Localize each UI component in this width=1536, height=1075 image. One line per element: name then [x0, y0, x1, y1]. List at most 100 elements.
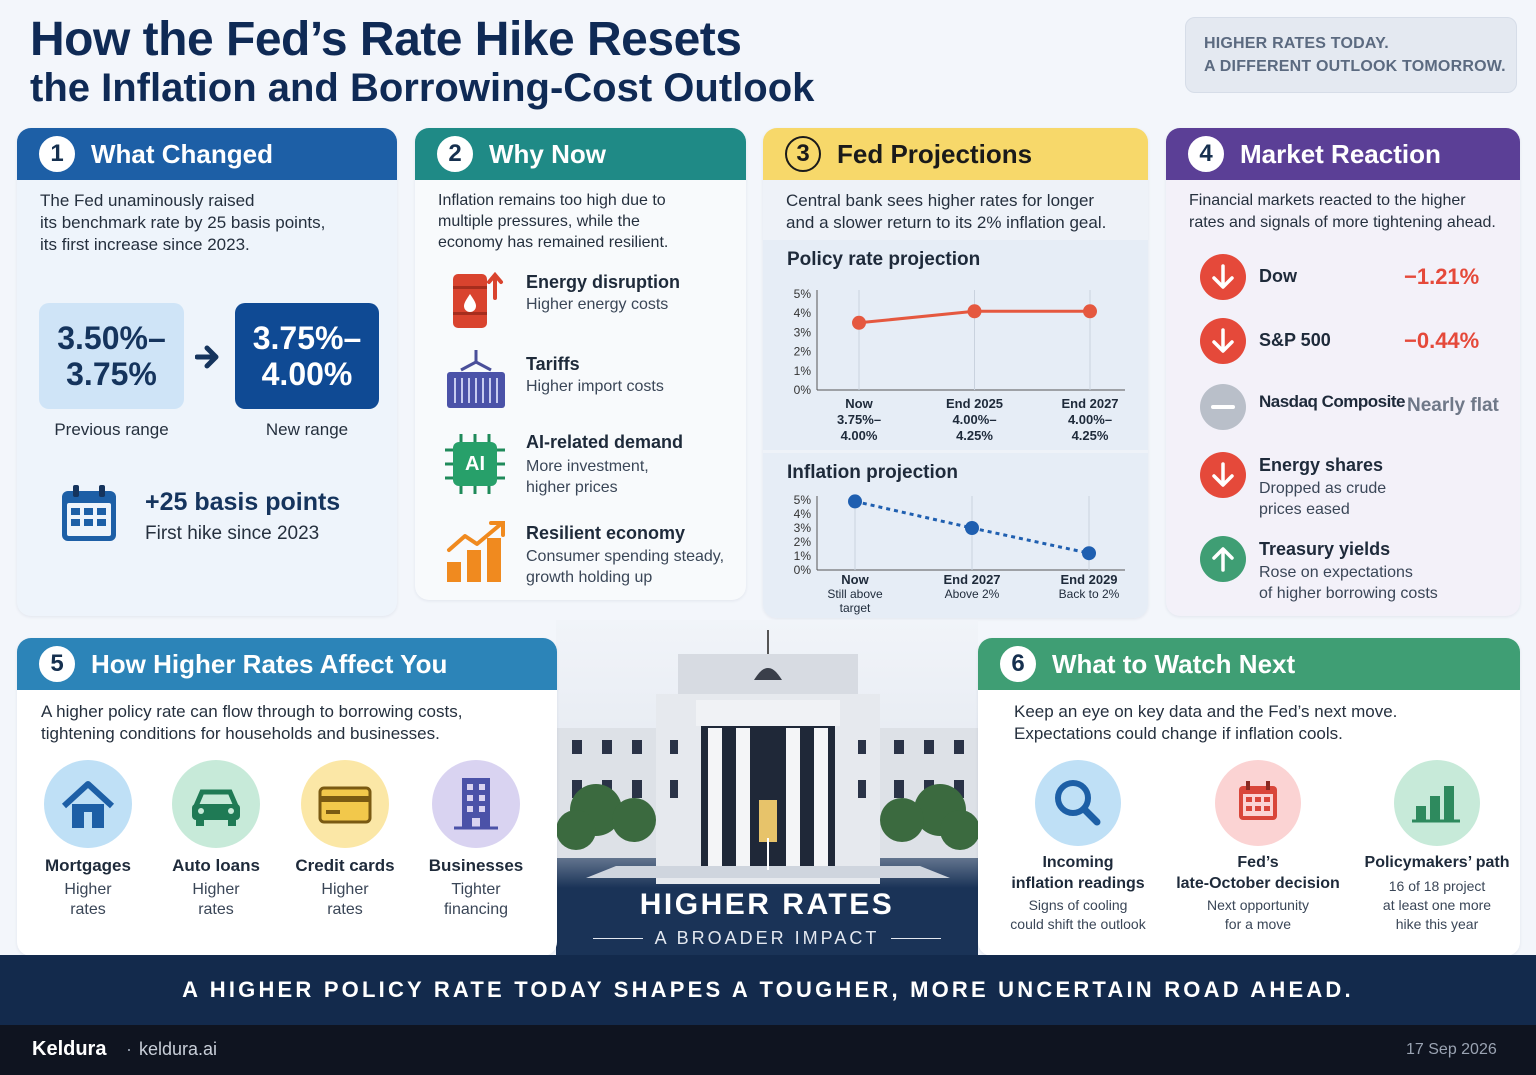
y-tick-label: 5% [794, 287, 812, 301]
intro-line: multiple pressures, while the [438, 213, 640, 230]
x-tick-label: Now [841, 572, 869, 587]
desc-line: rates [327, 901, 363, 918]
driver-title: Resilient economy [526, 523, 686, 543]
policy-chart-panel [763, 240, 1148, 450]
title-line: Incoming [1042, 854, 1114, 871]
panel-number: 5 [39, 646, 75, 682]
desc-line: 16 of 18 project [1388, 878, 1486, 894]
page-subtitle: the Inflation and Borrowing-Cost Outlook [30, 66, 815, 110]
data-point [848, 494, 862, 509]
desc-line: Dropped as crude [1259, 480, 1387, 497]
desc-line: prices eased [1259, 501, 1350, 518]
site-link[interactable]: keldura.ai [139, 1039, 218, 1059]
federal-reserve-building-icon [556, 630, 978, 884]
market-desc: Dropped as crude prices eased [1259, 478, 1386, 520]
panel-title: Market Reaction [1240, 138, 1441, 169]
x-tick-sublabel: Still above [827, 587, 883, 601]
intro-line: Inflation remains too high due to [438, 192, 666, 209]
x-tick-label: End 2027 [1061, 396, 1118, 411]
desc-line: could shift the outlook [1010, 916, 1146, 932]
panel-number: 6 [1000, 646, 1036, 682]
house-icon [44, 760, 132, 848]
panel-title: What Changed [91, 138, 273, 169]
desc-line: financing [443, 901, 509, 918]
panel-header: 5 How Higher Rates Affect You [17, 638, 557, 690]
panel-number: 2 [437, 136, 473, 172]
previous-range-box: 3.50%– 3.75% [39, 303, 184, 409]
panel-intro: A higher policy rate can flow through to… [41, 701, 462, 745]
market-value: −1.21% [1404, 264, 1480, 289]
market-value: −0.44% [1404, 328, 1480, 353]
desc-line: Higher [321, 881, 369, 898]
panel-intro: Central bank sees higher rates for longe… [786, 190, 1106, 234]
new-range-label: New range [265, 420, 349, 439]
y-tick-label: 5% [794, 493, 812, 507]
panel-what-changed: 1 What Changed The Fed unaminously raise… [17, 128, 397, 616]
y-tick-label: 3% [794, 325, 812, 339]
inflation-chart-title: Inflation projection [787, 462, 958, 483]
panel-fed-projections: 3 Fed Projections Central bank sees high… [763, 128, 1148, 618]
impact-title: Businesses [428, 856, 524, 875]
office-building-icon [432, 760, 520, 848]
driver-title: AI-related demand [526, 432, 684, 452]
y-tick-label: 0% [794, 563, 812, 577]
panel-title: Fed Projections [837, 138, 1033, 169]
x-tick-label: End 2027 [943, 572, 1000, 587]
y-tick-label: 1% [794, 364, 812, 378]
tagline-box: HIGHER RATES TODAY. A DIFFERENT OUTLOOK … [1185, 17, 1517, 93]
title-line: Policymakers’ path [1364, 854, 1510, 871]
impact-desc: Tighter financing [416, 880, 536, 920]
panel-intro: Keep an eye on key data and the Fed’s ne… [1014, 701, 1397, 745]
desc-line: Signs of cooling [1028, 897, 1128, 913]
data-point [965, 521, 979, 535]
desc-line: hike this year [1395, 916, 1479, 932]
desc-line: rates [70, 901, 106, 918]
impact-desc: Higher rates [28, 880, 148, 920]
intro-line: Keep an eye on key data and the Fed’s ne… [1014, 702, 1398, 721]
desc-line: Next opportunity [1207, 897, 1309, 913]
bottom-bar: Keldura · keldura.ai 17 Sep 2026 [0, 1025, 1536, 1075]
x-tick-sublabel: 4.00%– [1068, 412, 1112, 427]
y-tick-label: 4% [794, 306, 812, 320]
desc-line: More investment, [526, 458, 649, 475]
intro-line: A higher policy rate can flow through to… [41, 702, 463, 721]
intro-line: and a slower return to its 2% inflation … [786, 213, 1107, 232]
separator: · [126, 1039, 132, 1059]
inflation-chart-panel [763, 453, 1148, 618]
intro-line: its first increase since 2023. [40, 235, 250, 254]
x-tick-sublabel: 4.00%– [952, 412, 996, 427]
panel-number: 1 [39, 136, 75, 172]
intro-line: Financial markets reacted to the higher [1189, 192, 1466, 209]
arrow-right-icon [195, 345, 219, 369]
y-tick-label: 3% [794, 521, 812, 535]
range-value: 3.50%– [57, 320, 166, 356]
x-tick-sublabel: 4.25% [1072, 428, 1109, 443]
ai-chip-icon: AI [445, 434, 505, 494]
watch-desc: Next opportunity for a move [1168, 896, 1348, 934]
panel-title: Why Now [489, 138, 606, 169]
page-title: How the Fed’s Rate Hike Resets [30, 13, 742, 66]
intro-line: rates and signals of more tightening ahe… [1189, 214, 1496, 231]
data-point [967, 304, 982, 319]
panel-header: 6 What to Watch Next [978, 638, 1520, 690]
brand-name: Keldura [32, 1038, 107, 1060]
panel-market-reaction: 4 Market Reaction Financial markets reac… [1166, 128, 1520, 616]
market-value: Nearly flat [1407, 395, 1499, 416]
driver-desc: More investment, higher prices [526, 456, 649, 498]
intro-line: tightening conditions for households and… [41, 724, 440, 743]
market-name: S&P 500 [1259, 330, 1331, 350]
driver-desc: Higher energy costs [526, 296, 669, 313]
footer-banner: A HIGHER POLICY RATE TODAY SHAPES A TOUG… [0, 955, 1536, 1025]
panel-title: What to Watch Next [1052, 648, 1296, 679]
market-name: Dow [1259, 266, 1297, 286]
watch-title: Fed’s late-October decision [1168, 852, 1348, 894]
calendar-icon [62, 485, 116, 541]
y-tick-label: 2% [794, 345, 812, 359]
desc-line: growth holding up [526, 569, 653, 586]
desc-line: of higher borrowing costs [1259, 585, 1438, 602]
desc-line: at least one more [1382, 897, 1492, 913]
market-desc: Rose on expectations of higher borrowing… [1259, 562, 1438, 604]
desc-line: Tighter [451, 881, 501, 898]
market-name: Treasury yields [1259, 539, 1391, 559]
